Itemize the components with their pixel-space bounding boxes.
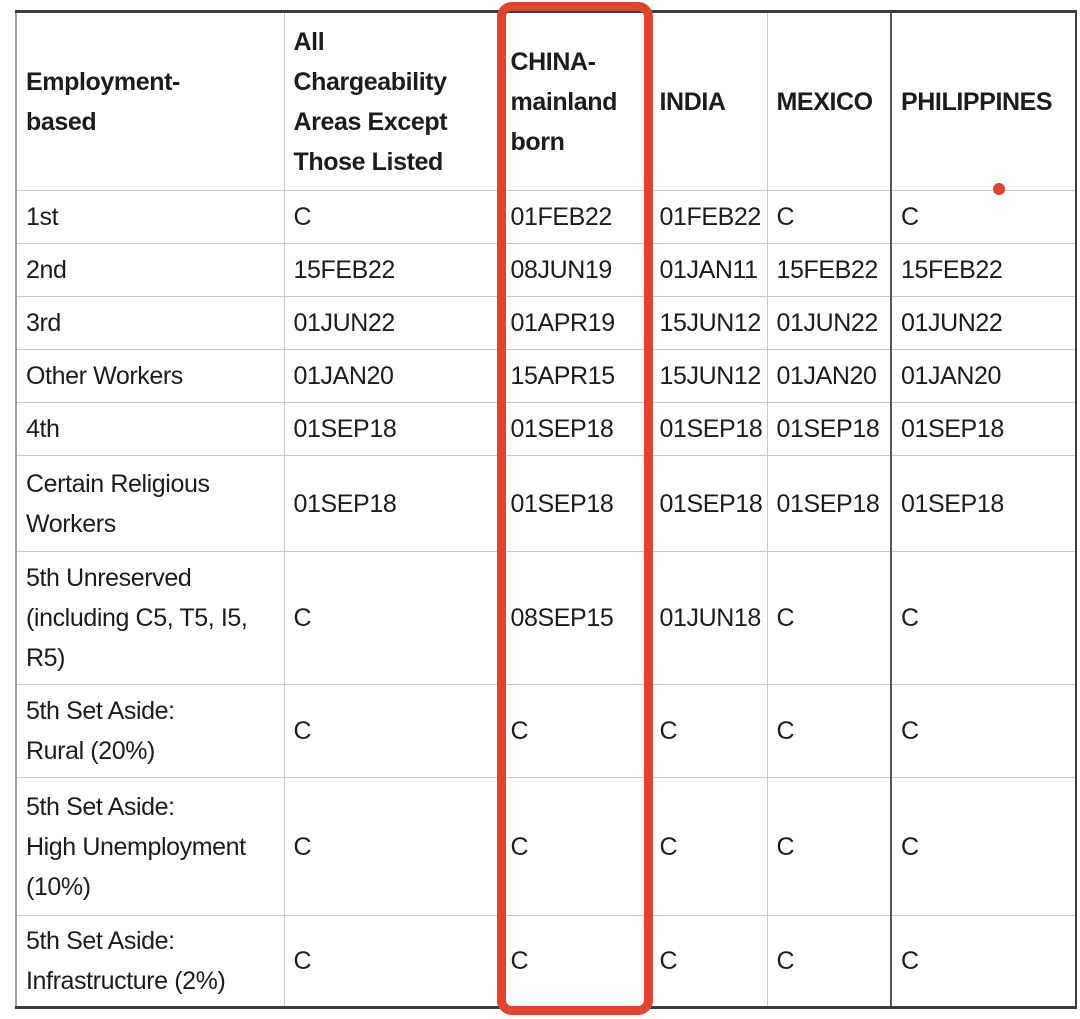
date-cell: C xyxy=(890,551,1077,685)
date-cell: 08JUN19 xyxy=(500,243,651,297)
date-cell: C xyxy=(890,915,1077,1008)
date-cell: 01SEP18 xyxy=(766,402,892,456)
date-cell: C xyxy=(283,915,502,1008)
date-cell: C xyxy=(283,190,502,244)
table-row-4th: 4th 01SEP18 01SEP18 01SEP18 01SEP18 01SE… xyxy=(15,402,1077,456)
date-cell: 01SEP18 xyxy=(283,455,502,552)
date-cell: C xyxy=(283,551,502,685)
row-label: 5th Set Aside: Infrastructure (2%) xyxy=(15,915,285,1008)
table-row-5th-set-aside-rural: 5th Set Aside: Rural (20%) C C C C C xyxy=(15,684,1077,778)
column-header-employment-based: Employment- based xyxy=(15,11,285,191)
date-cell: C xyxy=(500,915,651,1008)
date-cell: 15FEB22 xyxy=(890,243,1077,297)
row-label: Certain Religious Workers xyxy=(15,455,285,552)
column-header-china: CHINA- mainland born xyxy=(500,11,651,191)
date-cell: C xyxy=(890,777,1077,916)
date-cell: C xyxy=(766,551,892,685)
date-cell: 01SEP18 xyxy=(649,455,768,552)
table-row-5th-set-aside-infrastructure: 5th Set Aside: Infrastructure (2%) C C C… xyxy=(15,915,1077,1008)
date-cell: C xyxy=(283,684,502,778)
date-cell: 01SEP18 xyxy=(500,455,651,552)
date-cell: C xyxy=(890,684,1077,778)
column-header-india: INDIA xyxy=(649,11,768,191)
date-cell: C xyxy=(766,684,892,778)
header-row: Employment- based All Chargeability Area… xyxy=(15,11,1077,191)
date-cell: C xyxy=(890,190,1077,244)
date-cell: C xyxy=(766,777,892,916)
date-cell: 15FEB22 xyxy=(283,243,502,297)
row-label: 3rd xyxy=(15,296,285,350)
employment-based-visa-table: Employment- based All Chargeability Area… xyxy=(15,10,1077,1009)
date-cell: 01SEP18 xyxy=(649,402,768,456)
date-cell: 15JUN12 xyxy=(649,296,768,350)
date-cell: 01SEP18 xyxy=(500,402,651,456)
row-label: 5th Set Aside: Rural (20%) xyxy=(15,684,285,778)
date-cell: 01APR19 xyxy=(500,296,651,350)
column-header-mexico: MEXICO xyxy=(766,11,892,191)
date-cell: C xyxy=(766,915,892,1008)
date-cell: 01JUN22 xyxy=(766,296,892,350)
row-label: 2nd xyxy=(15,243,285,297)
date-cell: C xyxy=(283,777,502,916)
column-header-all-chargeability: All Chargeability Areas Except Those Lis… xyxy=(283,11,502,191)
date-cell: C xyxy=(500,684,651,778)
row-label: 4th xyxy=(15,402,285,456)
date-cell: 08SEP15 xyxy=(500,551,651,685)
table-row-other-workers: Other Workers 01JAN20 15APR15 15JUN12 01… xyxy=(15,349,1077,403)
date-cell: 01JAN20 xyxy=(766,349,892,403)
date-cell: 01SEP18 xyxy=(766,455,892,552)
date-cell: 15JUN12 xyxy=(649,349,768,403)
date-cell: 01FEB22 xyxy=(649,190,768,244)
date-cell: 01SEP18 xyxy=(890,402,1077,456)
date-cell: C xyxy=(649,915,768,1008)
row-label: 1st xyxy=(15,190,285,244)
date-cell: 01JUN18 xyxy=(649,551,768,685)
date-cell: 01JUN22 xyxy=(283,296,502,350)
date-cell: 01JUN22 xyxy=(890,296,1077,350)
table-row-certain-religious-workers: Certain Religious Workers 01SEP18 01SEP1… xyxy=(15,455,1077,552)
date-cell: C xyxy=(500,777,651,916)
table-row-3rd: 3rd 01JUN22 01APR19 15JUN12 01JUN22 01JU… xyxy=(15,296,1077,350)
date-cell: 01SEP18 xyxy=(890,455,1077,552)
table-row-5th-unreserved: 5th Unreserved (including C5, T5, I5, R5… xyxy=(15,551,1077,685)
date-cell: 01SEP18 xyxy=(283,402,502,456)
date-cell: 01JAN20 xyxy=(890,349,1077,403)
date-cell: C xyxy=(766,190,892,244)
date-cell: 15APR15 xyxy=(500,349,651,403)
date-cell: 01JAN11 xyxy=(649,243,768,297)
date-cell: 01JAN20 xyxy=(283,349,502,403)
date-cell: 01FEB22 xyxy=(500,190,651,244)
table-row-2nd: 2nd 15FEB22 08JUN19 01JAN11 15FEB22 15FE… xyxy=(15,243,1077,297)
row-label: Other Workers xyxy=(15,349,285,403)
row-label: 5th Set Aside: High Unemployment (10%) xyxy=(15,777,285,916)
date-cell: 15FEB22 xyxy=(766,243,892,297)
date-cell: C xyxy=(649,684,768,778)
table-row-1st: 1st C 01FEB22 01FEB22 C C xyxy=(15,190,1077,244)
row-label: 5th Unreserved (including C5, T5, I5, R5… xyxy=(15,551,285,685)
date-cell: C xyxy=(649,777,768,916)
table-row-5th-set-aside-high-unemployment: 5th Set Aside: High Unemployment (10%) C… xyxy=(15,777,1077,916)
column-header-philippines: PHILIPPINES xyxy=(890,11,1077,191)
